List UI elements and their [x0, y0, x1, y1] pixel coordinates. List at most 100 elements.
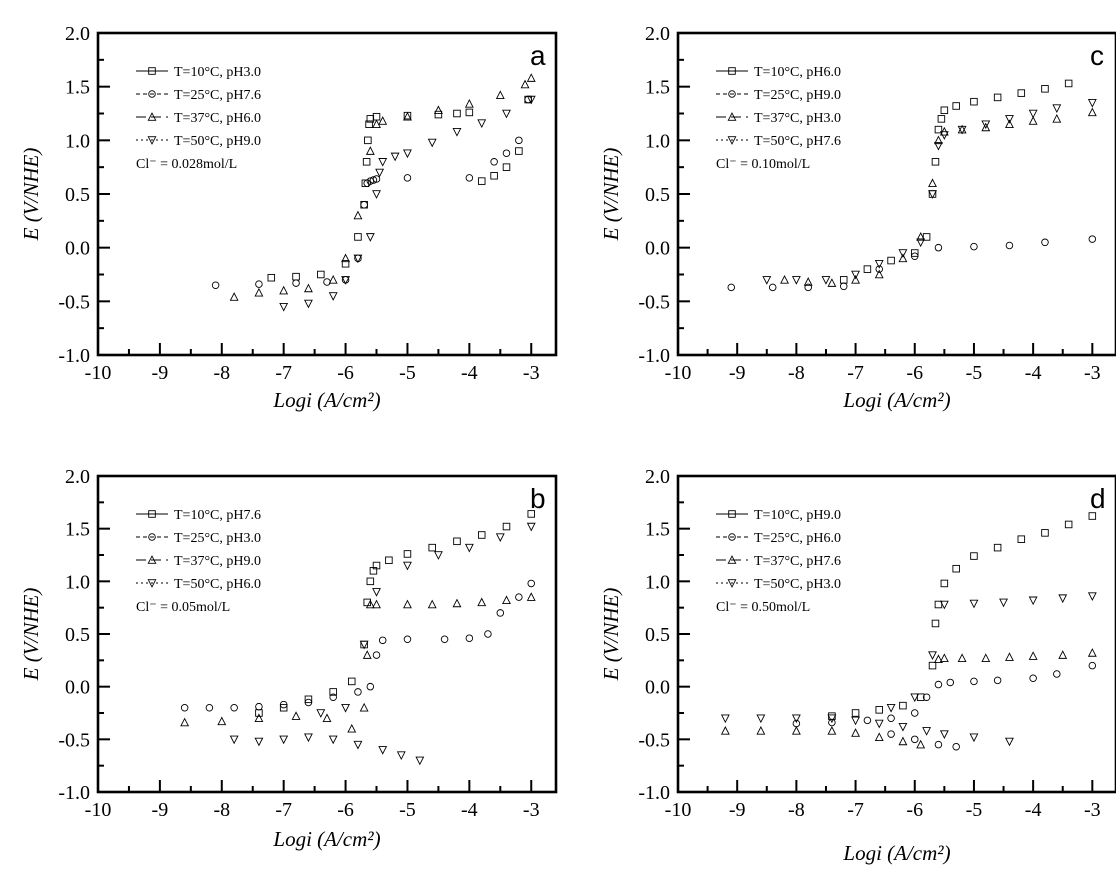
data-point: [348, 677, 356, 686]
data-point: [359, 702, 369, 712]
x-tick-label: -7: [847, 362, 864, 384]
data-point: [970, 552, 978, 560]
data-point: [1005, 652, 1014, 661]
data-point: [886, 703, 896, 713]
y-tick-label: 1.0: [65, 571, 90, 593]
y-tick-label: 1.5: [645, 519, 670, 541]
x-tick-label: -3: [1084, 799, 1101, 821]
data-point: [946, 678, 955, 687]
x-axis: -10 -9 -8 -7 -6 -5 -4 -3: [665, 343, 1101, 384]
concentration-annotation: Cl⁻ = 0.10mol/L: [716, 157, 810, 172]
data-point: [372, 599, 381, 609]
data-point: [385, 556, 393, 565]
data-point: [875, 265, 883, 273]
legend: T=10°C, pH9.0 T=25°C, pH6.0 T=37°C, pH7.6 T…: [716, 508, 841, 615]
data-point: [851, 274, 861, 284]
data-point: [952, 742, 960, 751]
legend-entry: T=10°C, pH6.0: [754, 65, 841, 80]
data-point: [254, 737, 264, 747]
x-tick-label: -5: [966, 799, 983, 821]
data-point: [328, 274, 338, 284]
data-point: [490, 172, 498, 180]
data-point: [922, 727, 932, 736]
data-point: [993, 543, 1002, 552]
data-point: [933, 141, 943, 151]
data-point: [353, 740, 363, 750]
legend-marker: [727, 112, 737, 121]
data-point: [526, 522, 536, 532]
y-tick-label: 1.5: [645, 77, 670, 99]
data-point: [1087, 648, 1097, 657]
data-point: [362, 650, 372, 659]
data-point: [279, 735, 289, 745]
plot-frame: [676, 31, 1116, 357]
data-point: [291, 711, 301, 720]
data-point: [279, 302, 289, 312]
data-point: [933, 654, 943, 664]
x-tick-label: -9: [152, 362, 169, 384]
legend-entry: T=50°C, pH3.0: [754, 577, 841, 592]
y-tick-label: 1.0: [65, 130, 90, 152]
legend-marker: [147, 579, 157, 588]
data-point: [361, 179, 370, 188]
data-point: [526, 73, 536, 82]
legend-entry: T=50°C, pH7.6: [754, 134, 841, 149]
x-tick-label: -5: [399, 799, 416, 821]
chart-panel-c: -10 -9 -8 -7 -6 -5 -4 -3 -1.0 -0.5 0.0 0.5 1.0 1.5 2.0…: [599, 23, 1116, 412]
data-point: [1064, 520, 1073, 529]
data-point: [898, 722, 908, 732]
x-tick-label: -9: [152, 799, 169, 821]
data-point: [928, 651, 937, 660]
x-axis: -10 -9 -8 -7 -6 -5 -4 -3: [85, 343, 540, 384]
y-axis: -1.0 -0.5 0.0 0.5 1.0 1.5 2.0: [638, 23, 690, 367]
data-point: [874, 260, 884, 269]
data-point: [910, 693, 920, 703]
y-tick-label: 2.0: [65, 466, 90, 488]
data-point: [484, 630, 492, 638]
data-point: [440, 635, 449, 644]
concentration-annotation: Cl⁻ = 0.50mol/L: [716, 600, 810, 615]
data-point: [527, 579, 535, 588]
data-point: [916, 739, 926, 749]
data-point: [839, 282, 848, 291]
data-point: [1052, 113, 1062, 123]
x-axis-title: Logi (A/cm²): [842, 841, 950, 865]
data-point: [1017, 535, 1026, 543]
data-point: [1088, 661, 1097, 670]
data-point: [378, 636, 387, 645]
data-point: [396, 751, 406, 761]
data-point: [803, 277, 813, 286]
y-tick-label: 0.5: [645, 624, 670, 646]
data-point: [720, 714, 730, 724]
data-point: [874, 732, 884, 741]
y-tick-label: -0.5: [58, 291, 90, 313]
x-tick-label: -4: [1025, 799, 1042, 821]
x-tick-label: -3: [523, 799, 540, 821]
data-point: [303, 733, 313, 743]
data-point: [916, 238, 926, 248]
data-point: [464, 98, 474, 108]
data-point: [328, 735, 338, 745]
series-triangle-up: [720, 648, 1097, 749]
y-tick-label: -1.0: [638, 782, 670, 804]
x-tick-label: -8: [213, 799, 230, 821]
chart-panel-a: -10 -9 -8 -7 -6 -5 -4 -3 -1.0 -0.5 0.0 0.5 1.0 1.5 2.0…: [19, 23, 558, 412]
data-point: [1087, 99, 1097, 108]
data-point: [465, 174, 474, 182]
data-point: [952, 564, 960, 573]
y-tick-label: 0.0: [645, 238, 670, 260]
data-point: [477, 177, 486, 185]
data-point: [1017, 89, 1026, 97]
data-point: [940, 106, 949, 115]
data-point: [898, 249, 908, 258]
series-square: [828, 512, 1097, 720]
data-point: [1041, 529, 1049, 537]
data-point: [292, 279, 300, 287]
y-tick-label: 2.0: [65, 23, 90, 45]
y-tick-label: -0.5: [58, 729, 90, 751]
data-point: [329, 693, 337, 701]
data-point: [452, 127, 462, 137]
data-point: [969, 733, 979, 743]
panel-letter: a: [530, 40, 546, 71]
data-point: [495, 533, 505, 542]
